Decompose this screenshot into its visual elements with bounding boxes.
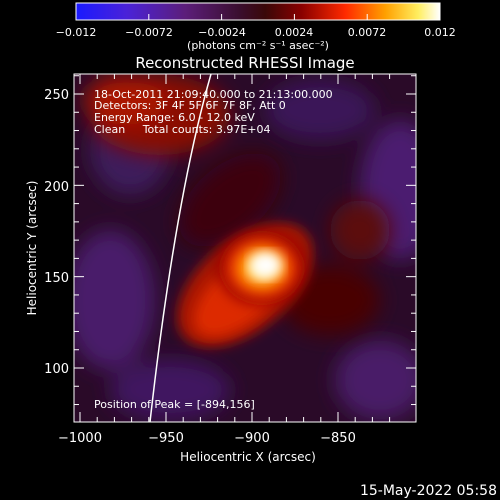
y-tick-label: 200 [44, 180, 69, 195]
plot-frame [73, 73, 417, 423]
x-tick-label: −1000 [58, 431, 102, 446]
y-tick-label: 150 [44, 271, 69, 286]
colorbar-unit-label: (photons cm⁻² s⁻¹ asec⁻²) [187, 39, 329, 52]
colorbar-tick-label: −0.0072 [125, 26, 173, 39]
y-axis-label: Heliocentric Y (arcsec) [25, 181, 39, 316]
x-axis-label: Heliocentric X (arcsec) [180, 450, 316, 464]
annotation-clean-counts: Clean Total counts: 3.97E+04 [94, 123, 271, 136]
footer-timestamp: 15-May-2022 05:58 [360, 483, 497, 499]
annotation-time-range: 18-Oct-2011 21:09:40.000 to 21:13:00.000 [94, 88, 333, 101]
colorbar-tick-label: 0.0072 [348, 26, 387, 39]
annotation-energy-range: Energy Range: 6.0 - 12.0 keV [94, 111, 255, 124]
y-tick-label: 250 [44, 88, 69, 103]
y-tick-label: 100 [44, 362, 69, 377]
colorbar-tick-label: −0.0024 [198, 26, 246, 39]
colorbar-tick-label: 0.0024 [275, 26, 314, 39]
x-axis-ticks [79, 74, 391, 422]
x-tick-label: −850 [320, 431, 356, 446]
colorbar: −0.012 −0.0072 −0.0024 0.0024 0.0072 0.0… [56, 2, 456, 52]
colorbar-gradient [75, 2, 441, 21]
annotation-peak-position: Position of Peak = [-894,156] [94, 398, 255, 411]
annotation-detectors: Detectors: 3F 4F 5F 6F 7F 8F, Att 0 [94, 99, 286, 112]
colorbar-tick-label: 0.012 [424, 26, 456, 39]
colorbar-ticks [75, 14, 441, 20]
chart-title: Reconstructed RHESSI Image [135, 54, 354, 72]
y-axis-ticks [74, 75, 416, 406]
heatmap-image [74, 74, 416, 422]
x-tick-label: −950 [148, 431, 184, 446]
colorbar-tick-label: −0.012 [56, 26, 97, 39]
flare-source [177, 223, 313, 347]
x-tick-label: −900 [234, 431, 270, 446]
solar-limb [149, 74, 212, 422]
